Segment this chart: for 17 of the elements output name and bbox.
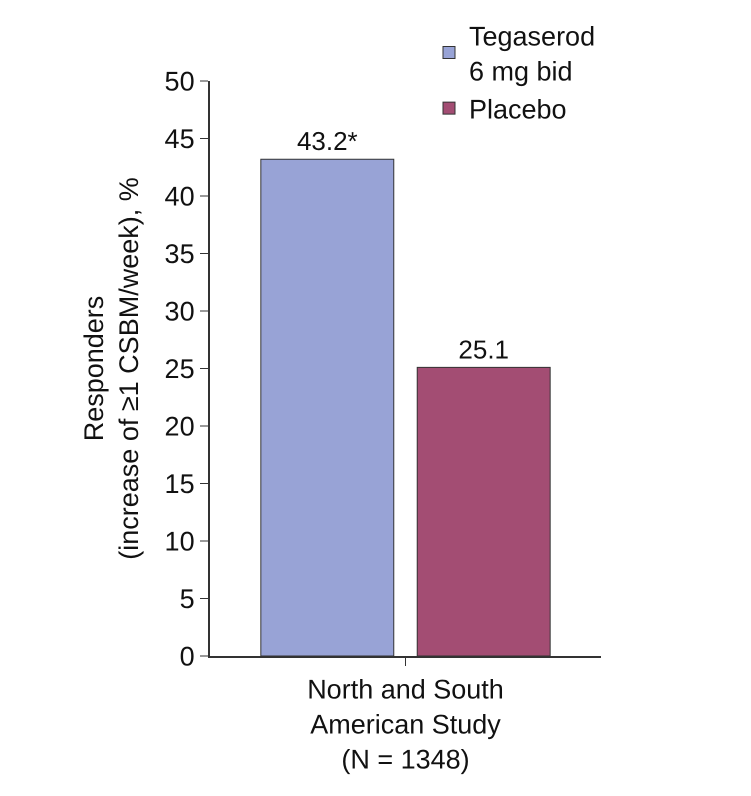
y-tick-label: 35: [164, 238, 195, 269]
y-tick-label: 40: [164, 181, 195, 212]
y-tick-label: 30: [164, 296, 195, 326]
y-tick-label: 50: [164, 66, 195, 96]
y-axis-title: Responders (increase of ≥1 CSBM/week), %: [79, 177, 144, 560]
legend-label: Placebo: [469, 94, 567, 125]
y-tick-label: 5: [180, 584, 195, 614]
y-tick-label: 10: [164, 526, 195, 556]
data-label: 43.2*: [296, 126, 358, 156]
y-tick-label: 25: [164, 354, 195, 384]
y-tick-label: 0: [180, 641, 195, 672]
y-tick-label: 15: [164, 468, 195, 499]
y-tick-label: 45: [164, 124, 195, 154]
y-tick-label: 20: [164, 411, 195, 442]
data-label: 25.1: [458, 334, 510, 364]
x-tick-label: North and South American Study (N = 1348): [307, 674, 504, 775]
legend-label: Tegaserod 6 mg bid: [469, 21, 596, 87]
